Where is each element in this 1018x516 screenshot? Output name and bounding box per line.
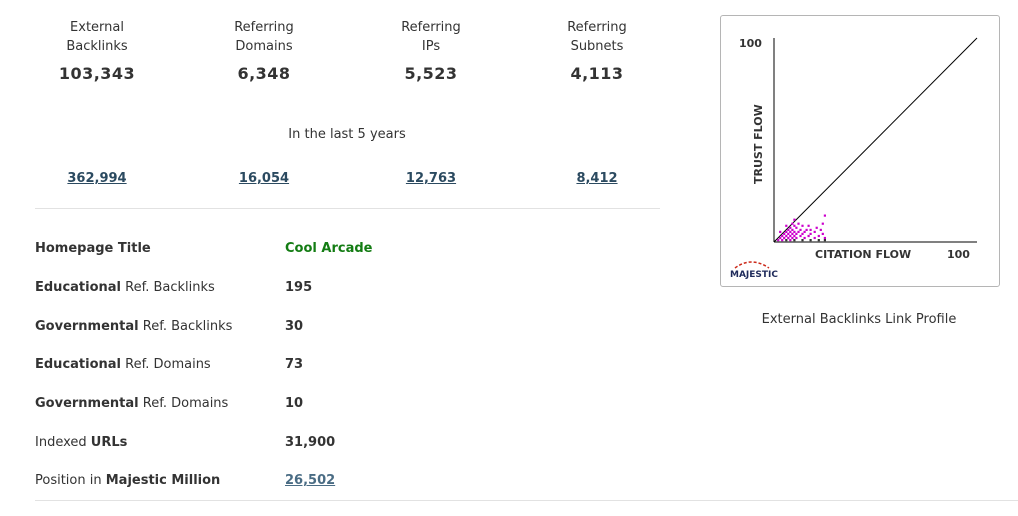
stat-referring-domains: Referring Domains 6,348 bbox=[184, 18, 344, 83]
history-referring-ips-link[interactable]: 12,763 bbox=[405, 171, 457, 186]
scatter-point bbox=[801, 224, 804, 227]
homepage-title-value: Cool Arcade bbox=[285, 241, 373, 256]
info-label: Educational Ref. Domains bbox=[35, 357, 211, 372]
info-label: Governmental Ref. Backlinks bbox=[35, 319, 233, 334]
scatter-point bbox=[805, 228, 808, 231]
scatter-point bbox=[821, 222, 824, 225]
scatter-point bbox=[779, 230, 782, 233]
gov-backlinks-value: 30 bbox=[285, 319, 304, 334]
scatter-point bbox=[813, 236, 816, 240]
info-label: Governmental Ref. Domains bbox=[35, 396, 229, 411]
info-label: Position in Majestic Million bbox=[35, 473, 221, 488]
edu-domains-value: 73 bbox=[285, 357, 304, 372]
scatter-point bbox=[821, 232, 824, 235]
scatter-point bbox=[809, 232, 812, 235]
edu-backlinks-value: 195 bbox=[285, 280, 313, 295]
scatter-point bbox=[795, 232, 798, 235]
scatter-point bbox=[785, 224, 788, 227]
period-label: In the last 5 years bbox=[288, 127, 406, 142]
scatter-point bbox=[781, 239, 784, 242]
info-label: Indexed URLs bbox=[35, 435, 128, 450]
scatter-point bbox=[807, 224, 810, 227]
link-profile-chart: 100 TRUST FLOW CITATION FLOW 100 MAJESTI… bbox=[720, 15, 1000, 287]
scatter-point bbox=[783, 232, 786, 235]
scatter-point bbox=[817, 234, 820, 238]
scatter-point bbox=[823, 214, 826, 217]
stat-value: 103,343 bbox=[58, 64, 136, 83]
majestic-million-link[interactable]: 26,502 bbox=[285, 473, 336, 488]
scatter-point bbox=[791, 236, 794, 240]
majestic-logo: MAJESTIC bbox=[730, 261, 778, 280]
scatter-point bbox=[807, 234, 810, 238]
scatter-point bbox=[787, 232, 790, 235]
scatter-point bbox=[799, 228, 802, 231]
scatter-point bbox=[781, 234, 784, 238]
history-referring-subnets-link[interactable]: 8,412 bbox=[576, 171, 618, 186]
gov-domains-value: 10 bbox=[285, 396, 304, 411]
scatter-point bbox=[787, 236, 790, 240]
scatter-point-dark bbox=[823, 239, 826, 242]
stat-label: Referring IPs bbox=[401, 20, 461, 54]
scatter-point bbox=[801, 232, 804, 235]
scatter-point bbox=[797, 222, 800, 225]
scatter-point bbox=[785, 230, 788, 233]
stat-value: 5,523 bbox=[404, 64, 458, 83]
x-max-label: 100 bbox=[947, 248, 970, 261]
info-label: Homepage Title bbox=[35, 241, 151, 256]
scatter-point bbox=[815, 226, 818, 229]
scatter-point bbox=[789, 230, 792, 233]
stat-label: External Backlinks bbox=[66, 20, 128, 54]
scatter-point bbox=[791, 228, 794, 231]
scatter-point bbox=[779, 236, 782, 240]
divider bbox=[35, 208, 660, 209]
scatter-point bbox=[793, 234, 796, 238]
scatter-point bbox=[809, 228, 812, 231]
stat-label: Referring Domains bbox=[234, 20, 294, 54]
diagonal-line bbox=[773, 37, 978, 243]
scatter-point bbox=[793, 224, 796, 227]
stat-value: 6,348 bbox=[237, 64, 291, 83]
scatter-point bbox=[795, 226, 798, 229]
scatter-point bbox=[789, 226, 792, 229]
scatter-point bbox=[789, 234, 792, 238]
scatter-point bbox=[787, 228, 790, 231]
scatter-point bbox=[799, 234, 802, 238]
stat-external-backlinks: External Backlinks 103,343 bbox=[17, 18, 177, 83]
history-referring-domains-link[interactable]: 16,054 bbox=[238, 171, 290, 186]
scatter-point-dark bbox=[809, 239, 812, 242]
scatter-point bbox=[791, 222, 794, 225]
scatter-point-dark bbox=[817, 239, 820, 242]
scatter-point bbox=[813, 230, 816, 233]
scatter-point-dark bbox=[793, 239, 796, 242]
scatter-point bbox=[803, 230, 806, 233]
scatter-point bbox=[793, 218, 796, 221]
divider bbox=[35, 500, 1018, 501]
scatter-point bbox=[803, 236, 806, 240]
scatter-point bbox=[777, 239, 780, 242]
scatter-point-dark bbox=[785, 239, 788, 242]
y-axis-label: TRUST FLOW bbox=[752, 104, 765, 184]
history-external-backlinks-link[interactable]: 362,994 bbox=[67, 171, 127, 186]
logo-text: MAJESTIC bbox=[730, 270, 778, 280]
stat-value: 4,113 bbox=[570, 64, 624, 83]
scatter-point bbox=[791, 232, 794, 235]
scatter-point bbox=[793, 230, 796, 233]
stat-referring-subnets: Referring Subnets 4,113 bbox=[517, 18, 677, 83]
scatter-plot: 100 TRUST FLOW CITATION FLOW 100 MAJESTI… bbox=[730, 37, 978, 280]
indexed-urls-value: 31,900 bbox=[285, 435, 336, 450]
stat-label: Referring Subnets bbox=[567, 20, 627, 54]
info-label: Educational Ref. Backlinks bbox=[35, 280, 215, 295]
x-axis-label: CITATION FLOW bbox=[815, 248, 911, 261]
scatter-point bbox=[823, 236, 826, 240]
scatter-point bbox=[785, 234, 788, 238]
scatter-point bbox=[819, 228, 822, 231]
y-max-label: 100 bbox=[739, 37, 762, 50]
scatter-point bbox=[797, 230, 800, 233]
scatter-point-dark bbox=[801, 239, 804, 242]
chart-caption: External Backlinks Link Profile bbox=[761, 312, 957, 327]
scatter-point bbox=[795, 236, 798, 240]
scatter-point bbox=[783, 236, 786, 240]
scatter-point bbox=[789, 239, 792, 242]
stat-referring-ips: Referring IPs 5,523 bbox=[351, 18, 511, 83]
